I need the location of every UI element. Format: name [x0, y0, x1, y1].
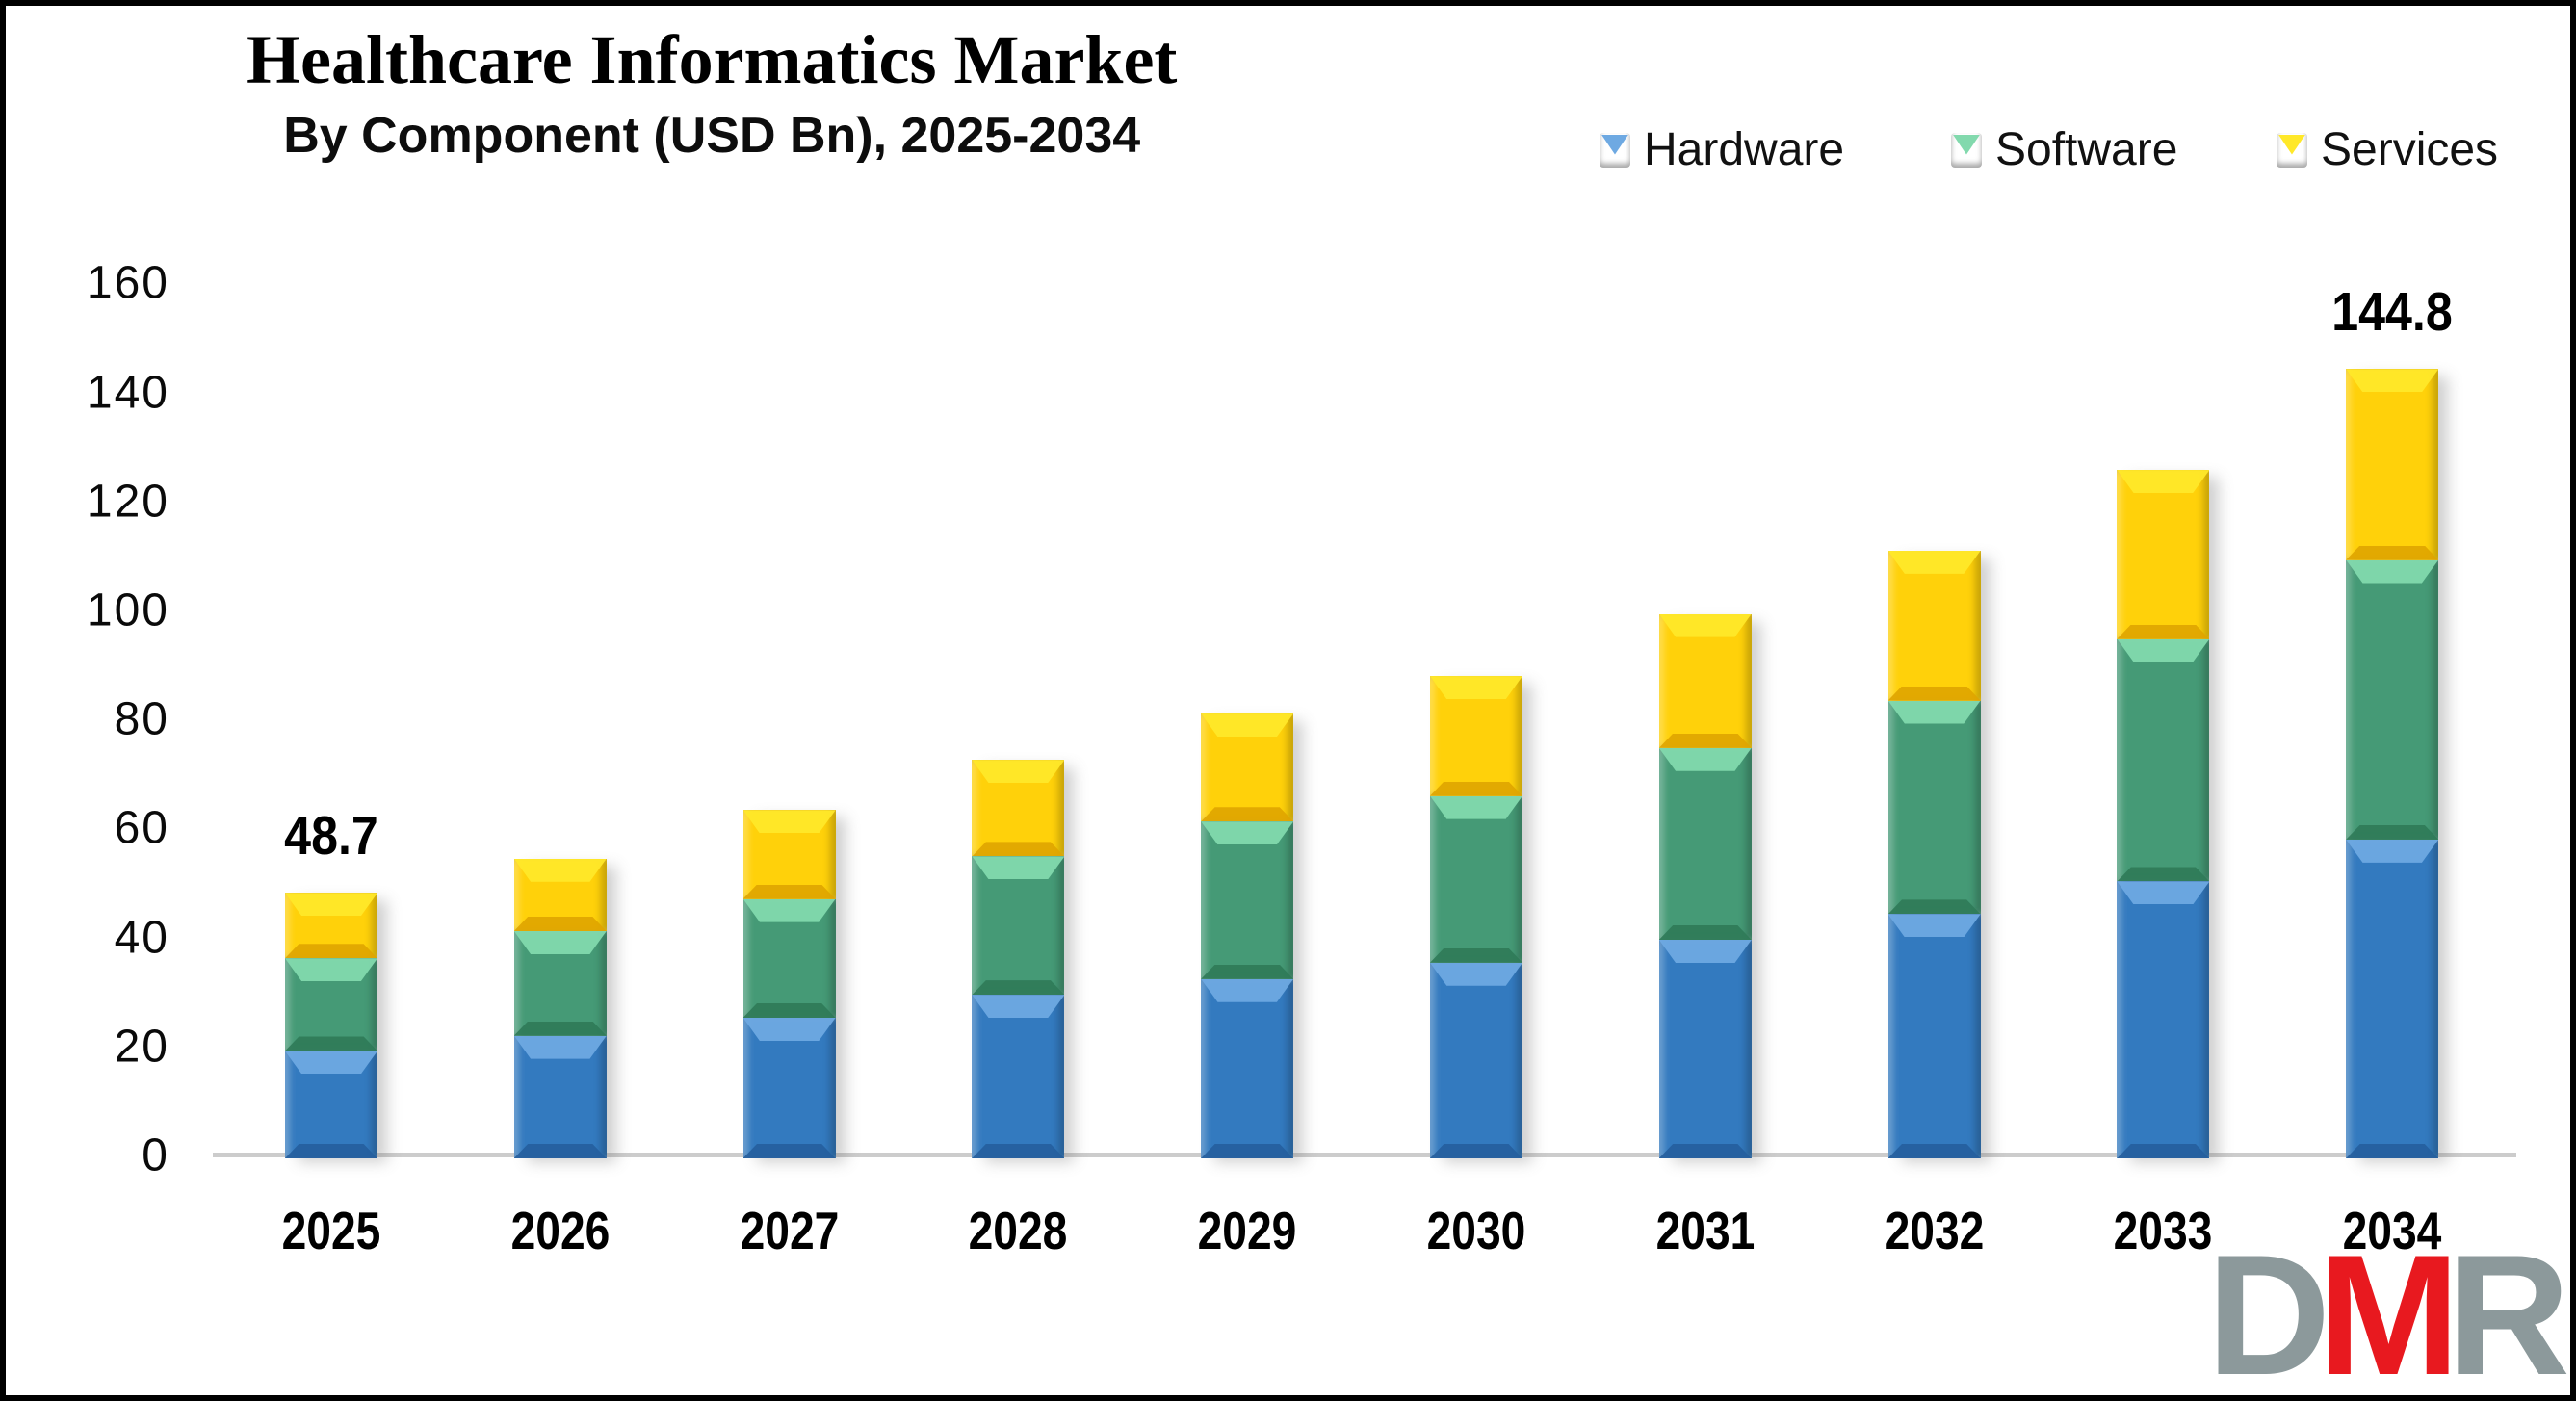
y-tick-label: 120 — [86, 476, 169, 528]
x-axis-label-2033: 2033 — [2113, 1201, 2213, 1260]
bar-2029-software-segment — [1201, 821, 1294, 979]
y-tick-label: 160 — [86, 257, 169, 309]
bar-2026 — [513, 858, 607, 1158]
bar-2027-services-segment — [742, 810, 836, 899]
bar-2027 — [742, 810, 836, 1158]
legend-item-hardware: Hardware — [1600, 123, 1844, 176]
x-axis-label-2025: 2025 — [281, 1201, 381, 1260]
x-axis-line — [213, 1153, 2516, 1157]
chart-header: Healthcare Informatics Market By Compone… — [247, 19, 1177, 165]
bar-2034-hardware-segment — [2346, 839, 2439, 1158]
x-axis-label-2032: 2032 — [1885, 1201, 1984, 1260]
bar-2026-services-segment — [513, 858, 607, 931]
bar-2028 — [972, 760, 1065, 1158]
x-axis-label-2029: 2029 — [1197, 1201, 1297, 1260]
bar-2028-services-segment — [972, 760, 1065, 857]
bar-2029-services-segment — [1201, 713, 1294, 822]
bar-2033 — [2117, 470, 2210, 1158]
bar-2029-hardware-segment — [1201, 978, 1294, 1158]
bar-2032 — [1887, 550, 1981, 1158]
bar-2030 — [1430, 676, 1522, 1158]
y-tick-label: 140 — [86, 367, 169, 419]
bar-2034-software-segment — [2346, 559, 2439, 840]
chart-subtitle: By Component (USD Bn), 2025-2034 — [283, 107, 1141, 164]
bar-2034 — [2346, 369, 2439, 1158]
bar-2029 — [1201, 713, 1294, 1158]
x-axis-label-2034: 2034 — [2342, 1201, 2442, 1260]
bar-2032-services-segment — [1887, 550, 1981, 701]
x-axis-label-2027: 2027 — [740, 1201, 839, 1260]
bar-total-label-2025: 48.7 — [284, 805, 378, 868]
y-tick-label: 0 — [142, 1129, 169, 1181]
legend-item-software: Software — [1951, 123, 2177, 176]
logo-letter-m: M — [2317, 1219, 2459, 1401]
bar-2032-hardware-segment — [1887, 914, 1981, 1158]
bar-2028-hardware-segment — [972, 995, 1065, 1158]
bar-2033-software-segment — [2117, 638, 2210, 882]
bar-2030-software-segment — [1430, 795, 1522, 963]
chart-title: Healthcare Informatics Market — [247, 21, 1178, 98]
dmr-logo: DMR — [2207, 1230, 2570, 1396]
bar-2030-hardware-segment — [1430, 962, 1522, 1158]
y-tick-label: 60 — [114, 802, 169, 854]
x-axis-label-2028: 2028 — [968, 1201, 1068, 1260]
y-tick-label: 20 — [114, 1021, 169, 1073]
plot-area: 0 20 40 60 80 100 120 140 160 2025 2026 2027 2028 20… — [6, 6, 2570, 1395]
legend-label-software: Software — [1995, 124, 2178, 175]
legend-item-services: Services — [2277, 123, 2498, 176]
y-tick-label: 80 — [114, 693, 169, 745]
bar-2027-hardware-segment — [742, 1017, 836, 1158]
logo-letter-d: D — [2206, 1219, 2330, 1401]
bar-total-label-2034: 144.8 — [2331, 281, 2453, 344]
x-axis-label-2026: 2026 — [510, 1201, 611, 1260]
legend-label-hardware: Hardware — [1644, 124, 1845, 175]
bar-2026-hardware-segment — [513, 1035, 607, 1158]
bar-2033-services-segment — [2117, 470, 2210, 639]
bar-2030-services-segment — [1430, 676, 1522, 796]
bar-2026-software-segment — [513, 930, 607, 1036]
bar-2025-software-segment — [285, 958, 377, 1051]
bar-2025-hardware-segment — [285, 1051, 377, 1158]
bar-2027-software-segment — [742, 898, 836, 1018]
bar-2028-software-segment — [972, 856, 1065, 996]
bar-2031 — [1658, 613, 1752, 1158]
bar-2031-services-segment — [1658, 613, 1752, 748]
bar-2025-services-segment — [285, 893, 377, 959]
bar-2031-software-segment — [1658, 747, 1752, 941]
legend-label-services: Services — [2321, 124, 2499, 175]
logo-letter-r: R — [2446, 1219, 2569, 1401]
y-tick-label: 40 — [114, 912, 169, 964]
bar-2034-services-segment — [2346, 369, 2439, 560]
bar-2031-hardware-segment — [1658, 940, 1752, 1158]
bar-2032-software-segment — [1887, 700, 1981, 915]
x-axis-label-2030: 2030 — [1426, 1201, 1526, 1260]
x-axis-label-2031: 2031 — [1655, 1201, 1756, 1260]
y-tick-label: 100 — [86, 584, 169, 636]
bar-2025 — [285, 893, 377, 1158]
bar-2033-hardware-segment — [2117, 881, 2210, 1158]
